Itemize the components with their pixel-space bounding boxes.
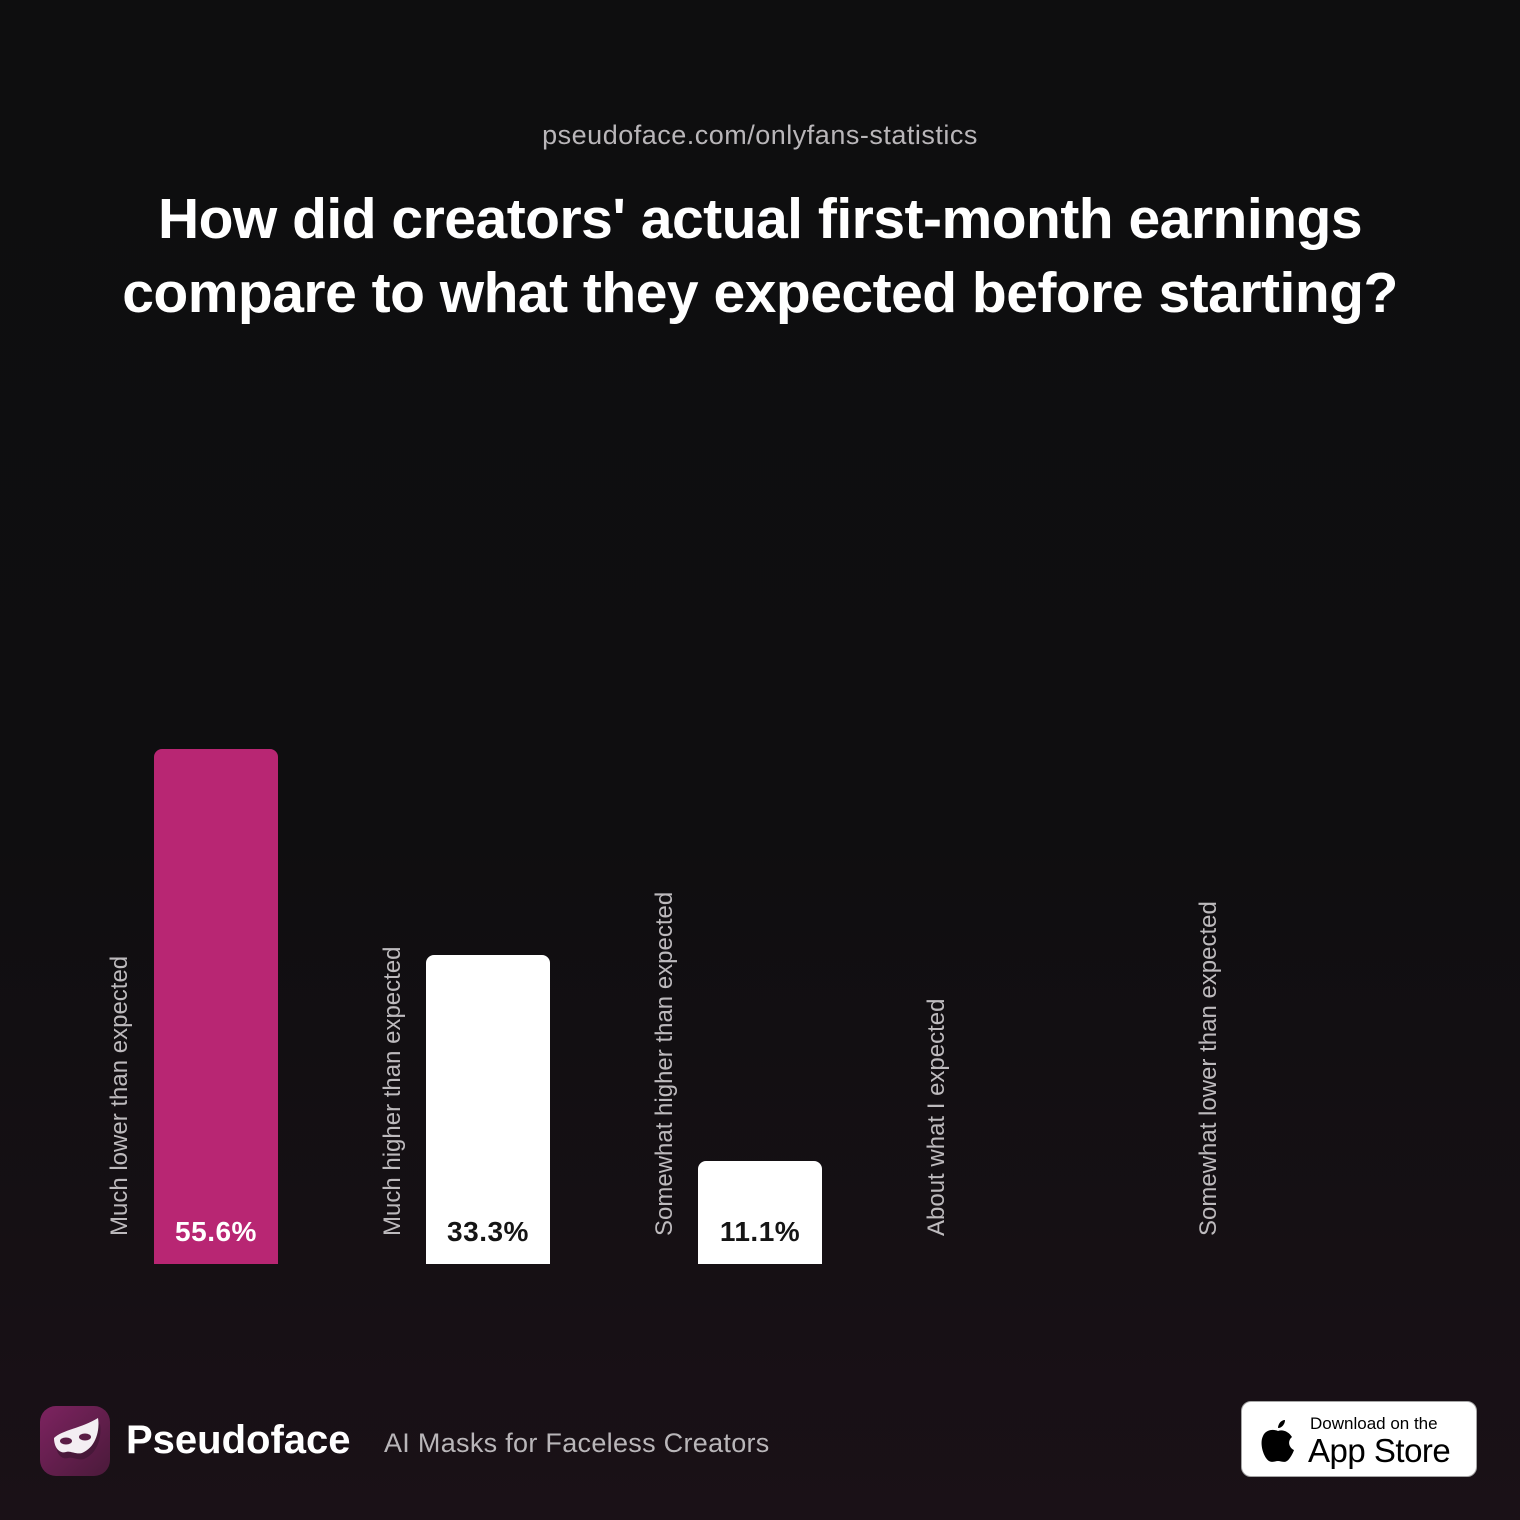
bar-somewhat-higher: 11.1%: [698, 1161, 822, 1264]
apple-icon: [1261, 1420, 1294, 1462]
pseudoface-logo: [40, 1406, 110, 1476]
bar-much-higher: 33.3%: [426, 955, 550, 1264]
value-label: 11.1%: [719, 1216, 801, 1247]
title-line-1: How did creators' actual first-month ear…: [157, 187, 1363, 251]
source-url: pseudoface.com/onlyfans-statistics: [542, 120, 978, 150]
category-label: Somewhat higher than expected: [651, 891, 678, 1236]
app-store-button[interactable]: Download on the App Store: [1241, 1401, 1477, 1477]
title-line-2: compare to what they expected before sta…: [122, 261, 1398, 325]
value-label: 33.3%: [447, 1216, 529, 1247]
app-store-big-text: App Store: [1308, 1432, 1451, 1469]
app-store-small-text: Download on the: [1310, 1414, 1438, 1433]
value-label: 55.6%: [175, 1216, 257, 1247]
brand-tagline: AI Masks for Faceless Creators: [384, 1428, 770, 1458]
category-label: Much higher than expected: [379, 946, 406, 1236]
category-label: Much lower than expected: [106, 955, 133, 1236]
category-label: Somewhat lower than expected: [1195, 901, 1222, 1236]
chart-title: How did creators' actual first-month ear…: [0, 182, 1520, 330]
brand-name: Pseudoface: [126, 1418, 351, 1462]
category-label: About what I expected: [923, 998, 950, 1237]
bar-much-lower: 55.6%: [154, 749, 278, 1264]
mask-icon: [54, 1418, 101, 1460]
